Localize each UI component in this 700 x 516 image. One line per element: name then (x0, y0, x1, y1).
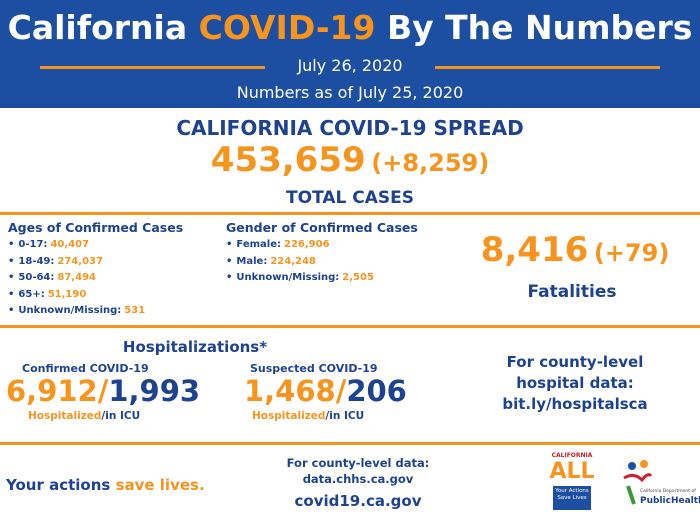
total-label: TOTAL CASES (286, 188, 414, 208)
row-label: Unknown/Missing: (18, 305, 122, 316)
separator: / (335, 374, 347, 408)
header-band (0, 0, 700, 108)
row: 0-17:40,407 (8, 237, 183, 254)
as-of: Numbers as of July 25, 2020 (236, 83, 464, 102)
row-value: 2,505 (342, 272, 374, 283)
logo-all-main: ALL (549, 459, 595, 484)
logo-all-tag: Your Actions Save Lives (553, 486, 591, 510)
hosp-label: Hospitalized (28, 410, 102, 422)
fatalities-total: 8,416 (480, 230, 589, 270)
title-part: California (7, 8, 188, 47)
separator: / (97, 374, 109, 408)
row-value: 531 (124, 305, 146, 316)
row-value: 224,248 (270, 255, 316, 267)
row-value: 226,906 (284, 239, 330, 250)
date: July 26, 2020 (297, 56, 403, 75)
hospitalized: 6,912 (6, 374, 98, 408)
title-part: By The Numbers (386, 8, 693, 47)
row-value: 274,037 (57, 255, 103, 267)
header-rule (435, 66, 660, 69)
row-label: 65+: (18, 288, 45, 300)
icon-dot (628, 462, 636, 470)
title-highlight: COVID-19 (198, 8, 376, 47)
actions-pre: Your actions (6, 476, 111, 494)
confirmed-caption: Hospitalized/in ICU (28, 410, 140, 422)
hosp-heading: Hospitalizations* (122, 338, 268, 356)
actions: Your actions save lives. (6, 476, 205, 494)
row-value: 40,407 (50, 239, 90, 250)
icon-stroke (626, 485, 636, 505)
icon-dot (640, 460, 648, 468)
hosp-label: Hospitalized (252, 410, 326, 422)
icu: 206 (346, 374, 407, 408)
row-label: 0-17: (18, 239, 48, 250)
row-label: Female: (236, 239, 281, 250)
divider (0, 442, 700, 445)
icu: 1,993 (108, 374, 201, 408)
divider (0, 212, 700, 215)
ages-heading: Ages of Confirmed Cases (8, 220, 184, 235)
divider (0, 325, 700, 328)
site: covid19.ca.gov (294, 492, 422, 510)
gender-heading: Gender of Confirmed Cases (226, 220, 418, 235)
fatalities-change: (+79) (593, 239, 670, 267)
total: 453,659 (210, 140, 366, 180)
ages: Ages of Confirmed Cases 0-17:40,40718-49… (8, 220, 183, 320)
county-link: bit.ly/hospitalsca (502, 395, 648, 413)
row-label: Unknown/Missing: (236, 272, 340, 283)
title: California COVID-19 By The Numbers (8, 8, 693, 47)
header-rule (40, 66, 265, 69)
county-data-line: For county-level data: (286, 456, 430, 470)
county-data: For county-level data: data.chhs.ca.gov (287, 455, 430, 487)
gender-list: Female:226,906Male:224,248Unknown/Missin… (226, 237, 418, 287)
county-hospital: For county-level hospital data: bit.ly/h… (502, 352, 647, 415)
row-label: Male: (236, 255, 268, 267)
suspected-values: 1,468/206 (244, 374, 407, 408)
row: Male:224,248 (226, 254, 418, 271)
confirmed-values: 6,912/1,993 (6, 374, 200, 408)
cdph-icon (623, 460, 652, 505)
total-cases: 453,659 (+8,259) (211, 140, 489, 180)
row-label: 50-64: (18, 272, 55, 283)
row-label: 18-49: (18, 255, 55, 267)
county-line: hospital data: (516, 374, 634, 392)
logo-all-top: CALIFORNIA (551, 452, 593, 459)
suspected-label: Suspected COVID-19 (250, 362, 378, 375)
fatalities-label: Fatalities (527, 282, 617, 302)
row: Unknown/Missing:2,505 (226, 270, 418, 287)
confirmed-label: Confirmed COVID-19 (22, 362, 149, 375)
spread-heading: CALIFORNIA COVID-19 SPREAD (176, 116, 524, 140)
county-data-link: data.chhs.ca.gov (302, 472, 414, 486)
suspected-caption: Hospitalized/in ICU (252, 410, 364, 422)
icu-label: /in ICU (325, 410, 365, 422)
row: Unknown/Missing:531 (8, 303, 183, 320)
row: 50-64:87,494 (8, 270, 183, 287)
change: (+8,259) (371, 149, 490, 177)
row: 18-49:274,037 (8, 254, 183, 271)
row-value: 51,190 (47, 288, 87, 300)
row: Female:226,906 (226, 237, 418, 254)
hospitalized: 1,468 (244, 374, 336, 408)
actions-highlight: save lives. (115, 476, 205, 494)
cdph-small: California Department of (640, 489, 696, 494)
gender: Gender of Confirmed Cases Female:226,906… (226, 220, 418, 287)
county-line: For county-level (506, 353, 644, 371)
icon-arc (623, 473, 652, 483)
row: 65+:51,190 (8, 287, 183, 304)
ages-list: 0-17:40,40718-49:274,03750-64:87,49465+:… (8, 237, 183, 320)
row-value: 87,494 (57, 272, 96, 283)
fatalities-count: 8,416 (+79) (481, 230, 670, 270)
icu-label: /in ICU (101, 410, 141, 422)
cdph-main: PublicHealth (640, 496, 700, 506)
